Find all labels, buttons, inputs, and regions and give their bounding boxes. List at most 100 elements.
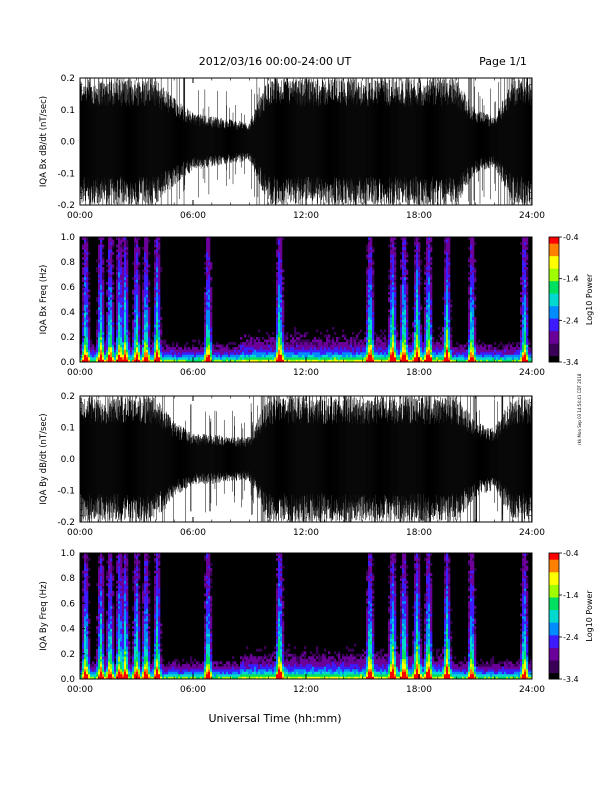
spectrogram-cell: [524, 314, 527, 318]
spectrogram-cell: [126, 357, 129, 360]
spectrogram-cell: [88, 289, 91, 293]
spectrogram-cell: [110, 337, 113, 340]
spectrogram-cell: [276, 277, 279, 280]
spectrogram-cell: [394, 259, 397, 263]
spectrogram-cell: [358, 344, 361, 348]
spectrogram-cell: [286, 349, 289, 353]
spectrogram-cell: [444, 349, 447, 353]
spectrogram-cell: [390, 264, 393, 268]
spectrogram-cell: [160, 349, 163, 353]
spectrogram-cell: [446, 254, 449, 258]
spectrogram-cell: [144, 332, 147, 335]
spectrogram-cell: [516, 354, 519, 358]
spectrogram-cell: [134, 324, 137, 328]
spectrogram-cell: [526, 309, 529, 313]
spectrogram-cell: [216, 357, 219, 360]
spectrogram-cell: [468, 284, 471, 288]
spectrogram-cell: [82, 287, 85, 290]
spectrogram-cell: [206, 282, 209, 285]
spectrogram-cell: [370, 317, 373, 320]
spectrogram-cell: [400, 332, 403, 335]
spectrogram-cell: [134, 274, 137, 278]
spectrogram-cell: [172, 354, 175, 358]
spectrogram-cell: [138, 277, 141, 280]
spectrogram-cell: [324, 359, 327, 363]
spectrogram-cell: [84, 239, 87, 243]
spectrogram-cell: [102, 272, 105, 275]
spectrogram-cell: [184, 352, 187, 355]
spectrogram-cell: [394, 264, 397, 268]
spectrogram-cell: [390, 299, 393, 303]
colorbar-segment: [549, 284, 559, 288]
spectrogram-cell: [320, 349, 323, 353]
spectrogram-cell: [418, 309, 421, 313]
spectrogram-cell: [470, 274, 473, 278]
spectrogram-cell: [130, 347, 133, 350]
spectrogram-cell: [82, 314, 85, 318]
spectrogram-cell: [404, 359, 407, 363]
spectrogram-cell: [390, 287, 393, 290]
spectrogram-cell: [98, 244, 101, 248]
spectrogram-cell: [390, 279, 393, 283]
spectrogram-cell: [366, 292, 369, 295]
spectrogram-cell: [112, 307, 115, 310]
spectrogram-cell: [82, 613, 85, 617]
spectrogram-cell: [144, 337, 147, 340]
spectrogram-cell: [416, 352, 419, 355]
spectrogram-cell: [120, 337, 123, 340]
spectrogram-cell: [174, 359, 177, 363]
spectrogram-cell: [290, 359, 293, 363]
spectrogram-cell: [86, 573, 89, 576]
spectrogram-cell: [494, 347, 497, 350]
spectrogram-cell: [404, 344, 407, 348]
spectrogram-cell: [446, 347, 449, 350]
spectrogram-cell: [468, 312, 471, 315]
spectrogram-cell: [374, 359, 377, 363]
y-axis-label: IQA By dB/dt (nT/sec): [39, 413, 49, 504]
spectrogram-cell: [338, 349, 341, 353]
spectrogram-cell: [430, 317, 433, 320]
spectrogram-cell: [126, 244, 129, 248]
spectrogram-cell: [98, 264, 101, 268]
spectrogram-cell: [214, 349, 217, 353]
spectrogram-cell: [390, 252, 393, 255]
spectrogram-cell: [122, 287, 125, 290]
spectrogram-cell: [118, 312, 121, 315]
spectrogram-cell: [326, 359, 329, 363]
spectrogram-cell: [444, 352, 447, 355]
spectrogram-cell: [470, 334, 473, 338]
spectrogram-cell: [158, 334, 161, 338]
spectrogram-cell: [144, 304, 147, 308]
spectrogram-cell: [108, 274, 111, 278]
spectrogram-cell: [240, 357, 243, 360]
spectrogram-cell: [456, 359, 459, 363]
spectrogram-cell: [388, 347, 391, 350]
spectrogram-cell: [420, 342, 423, 345]
spectrogram-cell: [228, 342, 231, 345]
spectrogram-cell: [136, 274, 139, 278]
spectrogram-cell: [170, 354, 173, 358]
spectrogram-cell: [372, 274, 375, 278]
spectrogram-cell: [442, 352, 445, 355]
spectrogram-cell: [104, 352, 107, 355]
spectrogram-cell: [370, 287, 373, 290]
spectrogram-cell: [144, 257, 147, 260]
spectrogram-cell: [280, 272, 283, 275]
spectrogram-cell: [298, 359, 301, 363]
spectrogram-cell: [136, 239, 139, 243]
spectrogram-cell: [392, 332, 395, 335]
spectrogram-cell: [428, 357, 431, 360]
spectrogram-cell: [294, 332, 297, 335]
spectrogram-cell: [108, 309, 111, 313]
spectrogram-cell: [282, 299, 285, 303]
spectrogram-cell: [418, 312, 421, 315]
spectrogram-cell: [454, 352, 457, 355]
spectrogram-cell: [88, 297, 91, 300]
spectrogram-cell: [378, 354, 381, 358]
spectrogram-cell: [442, 349, 445, 353]
spectrogram-cell: [124, 317, 127, 320]
spectrogram-cell: [522, 252, 525, 255]
spectrogram-cell: [514, 347, 517, 350]
spectrogram-cell: [524, 352, 527, 355]
spectrogram-cell: [134, 312, 137, 315]
